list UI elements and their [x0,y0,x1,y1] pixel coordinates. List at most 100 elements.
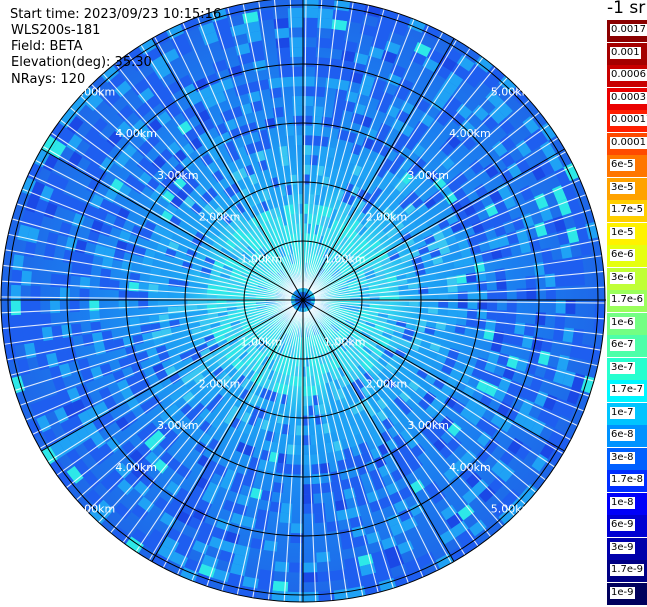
ray-gap-line [305,5,370,289]
range-bin-cell [456,103,473,120]
range-bin-cell [114,502,132,520]
range-bin-cell [416,220,429,233]
range-bin-cell [153,458,169,474]
range-bin-cell [41,446,58,465]
range-bin-cell [199,348,212,358]
ray-gap-line [306,18,415,290]
ray-gap-line [311,308,515,517]
range-bin-cell [513,410,529,427]
ray-gap-line [283,311,303,602]
ray-gap-line [306,311,409,584]
range-bin-cell [382,417,395,430]
range-bin-cell [543,394,558,411]
range-bin-cell [151,155,166,171]
range-bin-cell [387,199,399,212]
range-bin-cell [263,210,273,222]
range-bin-cell [516,383,531,399]
range-bin-cell [347,152,359,165]
ray-gap-line [197,16,300,289]
range-bin-cell [224,260,235,269]
range-bin-cell [89,194,104,210]
range-bin-cell [290,66,303,77]
range-bin-cell [465,471,482,489]
range-bin-cell [458,371,472,384]
range-bin-cell [125,536,144,554]
range-ring-label: 5.00km [74,85,116,98]
range-bin-cell [388,251,400,261]
range-bin-cell [370,239,381,250]
range-bin-cell [360,397,372,409]
range-bin-cell [329,167,339,179]
range-bin-cell [250,216,260,228]
range-bin-cell [254,238,264,249]
range-bin-cell [484,382,499,398]
range-ring-label: 5.00km [491,503,533,516]
range-bin-cell [488,188,503,203]
range-bin-cell [324,329,333,339]
range-bin-cell [86,405,101,422]
range-bin-cell [317,8,334,20]
range-bin-cell [138,38,157,55]
range-bin-cell [238,238,249,249]
range-bin-cell [339,264,350,273]
ppi-scan-plot: 1.00km 1.00km 1.00km 1.00km 2.00km 2.00km 2.00… [0,0,606,603]
range-bin-cell [177,465,192,480]
ray-gap-line [303,0,339,289]
range-bin-cell [229,405,241,418]
range-bin-cell [69,300,80,313]
range-bin-cell [362,345,373,355]
ray-gap-line [311,307,526,505]
range-bin-cell [192,540,209,555]
range-bin-cell [335,449,346,462]
range-bin-cell [149,55,167,72]
range-bin-cell [243,164,255,177]
range-bin-cell [40,313,52,328]
range-bin-cell [393,499,409,514]
range-bin-cell [90,134,107,152]
range-bin-cell [471,366,485,379]
range-bin-cell [303,47,317,58]
range-bin-cell [317,17,333,29]
ray-gap-line [314,299,605,304]
ray-gap-line [313,151,567,295]
range-bin-cell [287,591,303,602]
range-bin-cell [375,165,388,179]
range-bin-cell [399,337,412,348]
range-bin-cell [441,225,454,237]
range-bin-cell [509,495,528,514]
range-bin-cell [83,471,101,489]
range-bin-cell [471,221,485,234]
ray-gap-line [303,0,323,289]
ray-gap-line [191,310,300,582]
range-bin-cell [152,553,171,570]
range-bin-cell [352,342,363,352]
range-bin-cell [254,374,264,386]
range-bin-cell [265,199,274,211]
range-bin-cell [381,222,393,234]
range-bin-cell [176,74,193,90]
range-bin-cell [192,77,209,93]
range-bin-cell [539,205,553,222]
range-bin-cell [303,86,315,97]
range-bin-cell [416,367,429,380]
range-bin-cell [350,403,361,415]
range-bin-cell [80,394,96,411]
range-bin-cell [238,351,249,362]
range-bin-cell [185,248,198,259]
range-bin-cell [499,448,516,466]
range-bin-cell [158,437,174,452]
range-bin-cell [131,504,149,521]
range-bin-cell [233,472,247,485]
range-bin-cell [34,198,49,216]
range-bin-cell [270,391,279,403]
range-bin-cell [429,341,442,353]
range-bin-cell [440,504,458,521]
range-bin-cell [179,170,193,184]
range-bin-cell [89,506,108,525]
range-bin-cell [146,118,163,134]
range-bin-cell [392,329,404,338]
range-bin-cell [27,162,43,182]
range-bin-cell [539,140,557,159]
range-bin-cell [199,420,212,434]
range-bin-cell [345,131,357,144]
